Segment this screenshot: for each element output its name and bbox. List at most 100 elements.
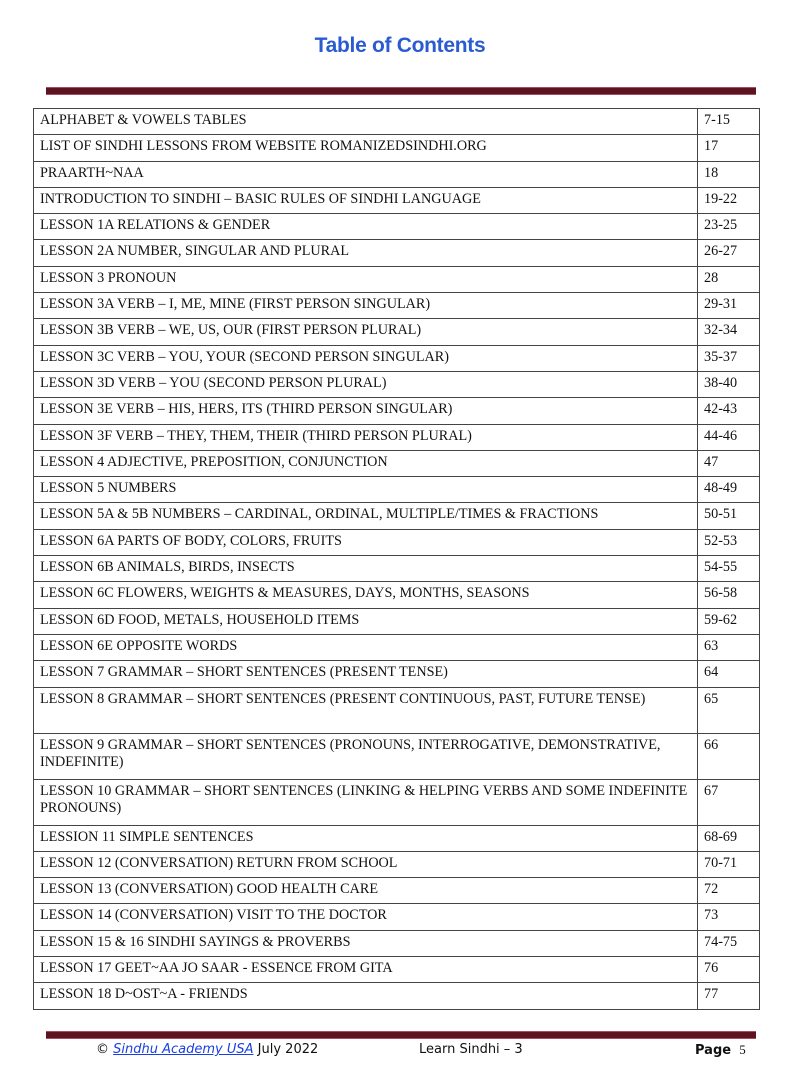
header-divider xyxy=(46,87,756,95)
footer-page: Page 5 xyxy=(695,1042,746,1058)
toc-entry-title: LESSON 4 ADJECTIVE, PREPOSITION, CONJUNC… xyxy=(33,449,698,478)
toc-entry-title: LESSON 5 NUMBERS xyxy=(33,476,698,504)
toc-entry-title: LESSON 5A & 5B NUMBERS – CARDINAL, ORDIN… xyxy=(33,502,698,530)
toc-entry-pages: 29-31 xyxy=(697,292,760,320)
toc-row: ALPHABET & VOWELS TABLES 7-15 xyxy=(33,107,760,136)
toc-row: LESSON 5 NUMBERS 48-49 xyxy=(33,476,760,504)
toc-row: LESSON 6D FOOD, METALS, HOUSEHOLD ITEMS 5… xyxy=(33,607,760,635)
toc-entry-pages: 52-53 xyxy=(697,528,760,557)
toc-entry-title: LESSON 1A RELATIONS & GENDER xyxy=(33,213,698,241)
toc-row: LESSON 1A RELATIONS & GENDER 23-25 xyxy=(33,213,760,241)
toc-entry-title: ALPHABET & VOWELS TABLES xyxy=(33,107,698,136)
toc-entry-pages: 66 xyxy=(697,732,760,780)
toc-row: LESSON 3C VERB – YOU, YOUR (SECOND PERSO… xyxy=(33,344,760,372)
toc-entry-title: LESSON 7 GRAMMAR – SHORT SENTENCES (PRES… xyxy=(33,660,698,688)
toc-entry-title: LESSON 12 (CONVERSATION) RETURN FROM SCH… xyxy=(33,850,698,879)
toc-entry-pages: 47 xyxy=(697,449,760,478)
toc-entry-pages: 26-27 xyxy=(697,239,760,267)
toc-row: LESSON 2A NUMBER, SINGULAR AND PLURAL 26-… xyxy=(33,239,760,267)
toc-entry-pages: 28 xyxy=(697,265,760,294)
toc-entry-pages: 76 xyxy=(697,956,760,984)
toc-row: LESSON 9 GRAMMAR – SHORT SENTENCES (PRON… xyxy=(33,732,760,780)
toc-entry-title: LESSON 3F VERB – THEY, THEM, THEIR (THIR… xyxy=(33,423,698,451)
toc-entry-pages: 65 xyxy=(697,686,760,734)
toc-row: LESSON 3F VERB – THEY, THEM, THEIR (THIR… xyxy=(33,423,760,451)
toc-entry-title: LESSON 3C VERB – YOU, YOUR (SECOND PERSO… xyxy=(33,344,698,372)
toc-entry-title: LESSON 17 GEET~AA JO SAAR - ESSENCE FROM… xyxy=(33,956,698,984)
page-number: 5 xyxy=(739,1042,746,1057)
toc-entry-pages: 18 xyxy=(697,160,760,188)
footer-date: July 2022 xyxy=(257,1042,319,1057)
toc-row: LESSON 10 GRAMMAR – SHORT SENTENCES (LIN… xyxy=(33,778,760,826)
toc-row: LESSON 7 GRAMMAR – SHORT SENTENCES (PRES… xyxy=(33,660,760,688)
footer-copyright: © Sindhu Academy USA July 2022 xyxy=(96,1042,318,1057)
toc-entry-pages: 63 xyxy=(697,633,760,662)
toc-entry-pages: 64 xyxy=(697,660,760,688)
toc-row: LESSON 15 & 16 SINDHI SAYINGS & PROVERBS… xyxy=(33,929,760,958)
toc-row: LESSON 6C FLOWERS, WEIGHTS & MEASURES, D… xyxy=(33,581,760,609)
toc-entry-pages: 70-71 xyxy=(697,850,760,879)
toc-entry-pages: 48-49 xyxy=(697,476,760,504)
page-label: Page xyxy=(695,1043,732,1058)
toc-entry-pages: 56-58 xyxy=(697,581,760,609)
page-title: Table of Contents xyxy=(314,34,486,57)
toc-entry-pages: 17 xyxy=(697,134,760,162)
toc-entry-title: LESSON 10 GRAMMAR – SHORT SENTENCES (LIN… xyxy=(33,778,698,826)
toc-entry-title: LESSON 6A PARTS OF BODY, COLORS, FRUITS xyxy=(33,528,698,557)
toc-row: LESSON 3B VERB – WE, US, OUR (FIRST PERS… xyxy=(33,318,760,346)
toc-entry-title: INTRODUCTION TO SINDHI – BASIC RULES OF … xyxy=(33,186,698,215)
toc-entry-pages: 42-43 xyxy=(697,397,760,425)
toc-entry-pages: 73 xyxy=(697,903,760,931)
toc-entry-title: LESSON 6E OPPOSITE WORDS xyxy=(33,633,698,662)
toc-row: LESSON 3 PRONOUN 28 xyxy=(33,265,760,294)
toc-row: LESSON 6B ANIMALS, BIRDS, INSECTS 54-55 xyxy=(33,555,760,583)
toc-row: LESSON 3A VERB – I, ME, MINE (FIRST PERS… xyxy=(33,292,760,320)
toc-row: LESSON 13 (CONVERSATION) GOOD HEALTH CAR… xyxy=(33,877,760,905)
toc-row: LESSON 4 ADJECTIVE, PREPOSITION, CONJUNC… xyxy=(33,449,760,478)
footer-book-title: Learn Sindhi – 3 xyxy=(419,1042,523,1057)
toc-entry-pages: 67 xyxy=(697,778,760,826)
toc-table: ALPHABET & VOWELS TABLES 7-15 LIST OF SIND… xyxy=(33,107,760,1010)
toc-row: LESSON 6E OPPOSITE WORDS 63 xyxy=(33,633,760,662)
toc-entry-title: PRAARTH~NAA xyxy=(33,160,698,188)
toc-entry-pages: 72 xyxy=(697,877,760,905)
toc-entry-title: LESSON 6C FLOWERS, WEIGHTS & MEASURES, D… xyxy=(33,581,698,609)
toc-entry-pages: 44-46 xyxy=(697,423,760,451)
toc-entry-title: LESSON 18 D~OST~A - FRIENDS xyxy=(33,982,698,1010)
toc-entry-pages: 7-15 xyxy=(697,107,760,136)
toc-row: PRAARTH~NAA 18 xyxy=(33,160,760,188)
toc-row: LESSON 3E VERB – HIS, HERS, ITS (THIRD P… xyxy=(33,397,760,425)
toc-entry-pages: 35-37 xyxy=(697,344,760,372)
toc-entry-pages: 68-69 xyxy=(697,824,760,852)
toc-entry-title: LESSION 11 SIMPLE SENTENCES xyxy=(33,824,698,852)
toc-entry-title: LESSON 14 (CONVERSATION) VISIT TO THE DO… xyxy=(33,903,698,931)
toc-row: INTRODUCTION TO SINDHI – BASIC RULES OF … xyxy=(33,186,760,215)
toc-entry-pages: 59-62 xyxy=(697,607,760,635)
toc-row: LESSON 17 GEET~AA JO SAAR - ESSENCE FROM… xyxy=(33,956,760,984)
toc-row: LESSON 6A PARTS OF BODY, COLORS, FRUITS 5… xyxy=(33,528,760,557)
toc-entry-title: LESSON 3A VERB – I, ME, MINE (FIRST PERS… xyxy=(33,292,698,320)
toc-row: LESSON 18 D~OST~A - FRIENDS 77 xyxy=(33,982,760,1010)
toc-entry-title: LESSON 3E VERB – HIS, HERS, ITS (THIRD P… xyxy=(33,397,698,425)
toc-entry-pages: 38-40 xyxy=(697,370,760,399)
toc-row: LESSON 3D VERB – YOU (SECOND PERSON PLUR… xyxy=(33,370,760,399)
toc-entry-pages: 74-75 xyxy=(697,929,760,958)
toc-row: LESSON 5A & 5B NUMBERS – CARDINAL, ORDIN… xyxy=(33,502,760,530)
toc-entry-title: LESSON 6B ANIMALS, BIRDS, INSECTS xyxy=(33,555,698,583)
toc-entry-title: LESSON 6D FOOD, METALS, HOUSEHOLD ITEMS xyxy=(33,607,698,635)
toc-entry-pages: 77 xyxy=(697,982,760,1010)
toc-entry-title: LESSON 9 GRAMMAR – SHORT SENTENCES (PRON… xyxy=(33,732,698,780)
toc-entry-pages: 50-51 xyxy=(697,502,760,530)
toc-entry-pages: 32-34 xyxy=(697,318,760,346)
toc-entry-title: LESSON 2A NUMBER, SINGULAR AND PLURAL xyxy=(33,239,698,267)
sindhu-academy-link[interactable]: Sindhu Academy USA xyxy=(113,1042,254,1057)
toc-entry-pages: 23-25 xyxy=(697,213,760,241)
toc-entry-title: LESSON 3 PRONOUN xyxy=(33,265,698,294)
toc-row: LESSON 8 GRAMMAR – SHORT SENTENCES (PRES… xyxy=(33,686,760,734)
toc-row: LESSON 12 (CONVERSATION) RETURN FROM SCH… xyxy=(33,850,760,879)
toc-entry-title: LESSON 13 (CONVERSATION) GOOD HEALTH CAR… xyxy=(33,877,698,905)
toc-entry-title: LESSON 15 & 16 SINDHI SAYINGS & PROVERBS xyxy=(33,929,698,958)
footer-divider xyxy=(46,1031,756,1039)
copyright-symbol: © xyxy=(96,1042,109,1057)
toc-entry-title: LESSON 8 GRAMMAR – SHORT SENTENCES (PRES… xyxy=(33,686,698,734)
